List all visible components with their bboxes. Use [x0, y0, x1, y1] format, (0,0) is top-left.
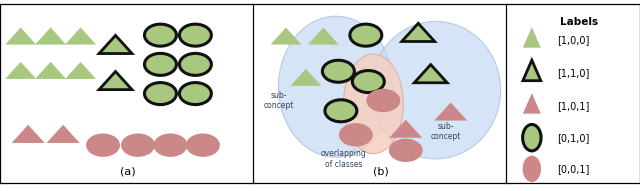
Circle shape	[523, 125, 541, 151]
Text: Labels: Labels	[560, 17, 598, 27]
Circle shape	[388, 139, 423, 162]
Text: sub-
concept: sub- concept	[431, 122, 461, 141]
Circle shape	[339, 123, 373, 146]
Polygon shape	[5, 28, 36, 45]
Text: [0,0,1]: [0,0,1]	[557, 164, 590, 174]
Polygon shape	[414, 65, 447, 83]
Ellipse shape	[344, 54, 403, 154]
Text: [0,1,0]: [0,1,0]	[557, 133, 590, 143]
Circle shape	[145, 24, 177, 46]
Text: [1,1,0]: [1,1,0]	[557, 69, 590, 79]
Text: overlapping
of classes: overlapping of classes	[321, 149, 366, 169]
Circle shape	[154, 134, 188, 157]
Polygon shape	[35, 62, 66, 79]
Circle shape	[350, 24, 382, 46]
Circle shape	[353, 70, 384, 93]
Polygon shape	[5, 62, 36, 79]
Text: [1,0,1]: [1,0,1]	[557, 101, 590, 112]
Polygon shape	[35, 28, 66, 45]
Polygon shape	[271, 28, 301, 45]
Circle shape	[179, 83, 211, 105]
Circle shape	[325, 100, 357, 122]
Ellipse shape	[371, 21, 500, 159]
Polygon shape	[389, 120, 422, 138]
Polygon shape	[523, 60, 541, 81]
Polygon shape	[99, 35, 132, 53]
Text: (b): (b)	[373, 167, 388, 177]
Text: (a): (a)	[120, 167, 136, 177]
Circle shape	[179, 24, 211, 46]
Polygon shape	[523, 27, 541, 48]
Polygon shape	[308, 28, 339, 45]
Polygon shape	[99, 71, 132, 90]
Text: sub-
concept: sub- concept	[263, 91, 294, 110]
Circle shape	[179, 53, 211, 75]
Polygon shape	[434, 102, 467, 121]
Circle shape	[186, 134, 220, 157]
Polygon shape	[291, 69, 321, 86]
Polygon shape	[12, 125, 45, 143]
Polygon shape	[47, 125, 79, 143]
Circle shape	[323, 60, 355, 82]
Circle shape	[523, 156, 541, 182]
Circle shape	[366, 89, 400, 112]
Circle shape	[145, 53, 177, 75]
Ellipse shape	[278, 16, 393, 157]
Text: [1,0,0]: [1,0,0]	[557, 36, 590, 45]
Circle shape	[86, 134, 120, 157]
Circle shape	[121, 134, 155, 157]
Polygon shape	[65, 62, 96, 79]
Polygon shape	[65, 28, 96, 45]
Polygon shape	[402, 23, 435, 41]
Circle shape	[145, 83, 177, 105]
Polygon shape	[523, 93, 541, 114]
